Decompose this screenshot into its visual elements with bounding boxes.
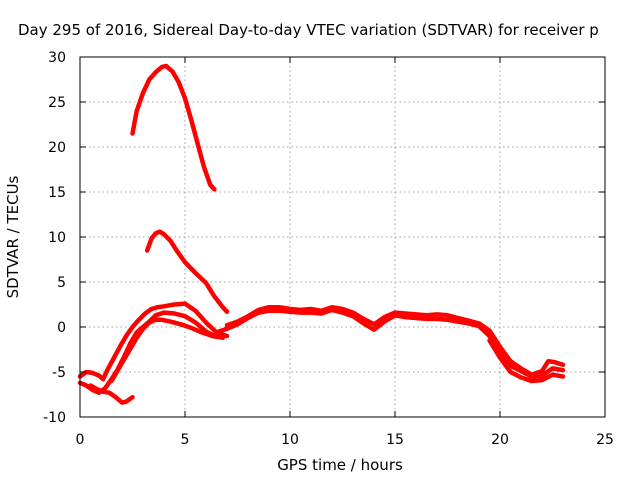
grid-lines xyxy=(80,57,605,417)
y-tick-label: 10 xyxy=(48,230,66,246)
data-series-line xyxy=(77,310,219,395)
data-series-line xyxy=(130,63,217,192)
x-tick-label: 15 xyxy=(386,432,404,448)
x-tick-label: 25 xyxy=(596,432,614,448)
y-tick-label: 30 xyxy=(48,50,66,66)
x-tick-labels: 0 5 10 15 20 25 xyxy=(76,432,614,448)
y-tick-label: 5 xyxy=(57,275,66,291)
x-axis-title: GPS time / hours xyxy=(277,456,403,474)
data-series-group xyxy=(77,63,566,405)
x-tick-label: 5 xyxy=(181,432,190,448)
y-tick-label: 15 xyxy=(48,185,66,201)
y-tick-label: 20 xyxy=(48,140,66,156)
chart-title: Day 295 of 2016, Sidereal Day-to-day VTE… xyxy=(18,21,599,39)
x-tick-label: 0 xyxy=(76,432,85,448)
y-tick-label: -5 xyxy=(52,365,66,381)
data-series-line xyxy=(487,338,566,384)
y-tick-labels: -10 -5 0 5 10 15 20 25 30 xyxy=(43,50,66,426)
data-series-line xyxy=(214,307,566,379)
x-tick-label: 10 xyxy=(281,432,299,448)
x-tick-label: 20 xyxy=(491,432,509,448)
y-axis-title: SDTVAR / TECUs xyxy=(4,175,22,298)
y-tick-label: 0 xyxy=(57,320,66,336)
data-series-line xyxy=(224,304,566,377)
data-series-line xyxy=(88,383,135,405)
data-series-line xyxy=(77,301,230,382)
data-series-line xyxy=(109,317,226,384)
data-series-line xyxy=(144,229,230,314)
tick-marks xyxy=(79,56,606,418)
y-tick-label: -10 xyxy=(43,410,66,426)
y-tick-label: 25 xyxy=(48,95,66,111)
